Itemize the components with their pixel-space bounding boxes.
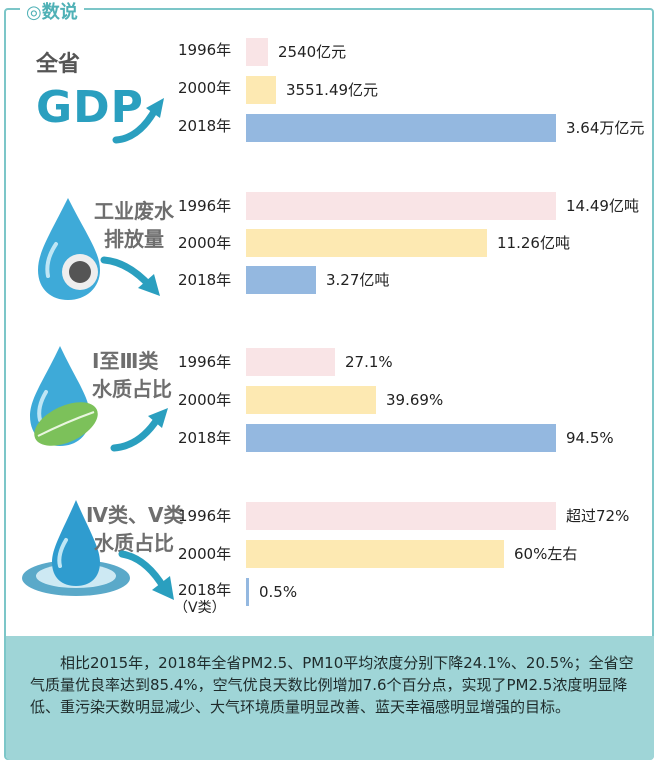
arrow-icon <box>100 256 160 296</box>
year-label: 2018年 <box>178 429 232 447</box>
chart-wastewater: 工业废水 排放量 1996年 2000年 2018年 14.49亿吨 11.26亿… <box>6 186 654 306</box>
chart-title-line1: 全省 <box>36 52 81 77</box>
year-label: 2000年 <box>178 545 232 563</box>
chart-bar <box>246 424 556 452</box>
chart-bar <box>246 192 556 220</box>
year-label: 2000年 <box>178 391 232 409</box>
chart-bar <box>246 229 487 257</box>
bar-value-label: 3551.49亿元 <box>286 81 379 99</box>
summary-text: 相比2015年，2018年全省PM2.5、PM10平均浓度分别下降24.1%、2… <box>30 654 634 716</box>
bar-value-label: 2540亿元 <box>278 43 347 61</box>
chart-title-line2: 排放量 <box>104 227 164 251</box>
chart-gdp: 全省 GDP 1996年 2000年 2018年 2540亿元 3551.49亿元… <box>6 30 654 170</box>
bar-value-label: 超过72% <box>566 507 630 525</box>
water-drop-gear-icon <box>38 198 100 300</box>
water-drop-leaf-icon <box>30 346 98 446</box>
chart-title-line2: GDP <box>36 82 144 133</box>
year-label: 2018年 <box>178 581 232 599</box>
chart-bar <box>246 386 376 414</box>
chart-bar <box>246 578 249 606</box>
year-label: 1996年 <box>178 197 232 215</box>
header: ◎数说 <box>20 0 84 23</box>
chart-bar <box>246 348 335 376</box>
chart-title-line1: Ⅰ至Ⅲ类 <box>92 349 159 373</box>
year-label: 1996年 <box>178 353 232 371</box>
chart-bar <box>246 502 556 530</box>
year-label: 2000年 <box>178 79 232 97</box>
year-label: 2018年 <box>178 271 232 289</box>
chart-bar <box>246 540 504 568</box>
chart-bar <box>246 76 276 104</box>
bar-value-label: 11.26亿吨 <box>497 234 570 252</box>
year-note: （Ⅴ类） <box>174 600 226 616</box>
header-title: ◎数说 <box>26 2 78 23</box>
arrow-icon <box>110 408 168 452</box>
chart-water-grade-4-5: Ⅳ类、Ⅴ类 水质占比 1996年 2000年 2018年 （Ⅴ类） 超过72% 6… <box>6 496 654 626</box>
year-label: 2018年 <box>178 117 232 135</box>
bar-value-label: 60%左右 <box>514 545 578 563</box>
chart-title-line1: 工业废水 <box>94 199 174 223</box>
bar-value-label: 39.69% <box>386 391 444 409</box>
chart-bar <box>246 114 556 142</box>
year-label: 1996年 <box>178 507 232 525</box>
bar-value-label: 27.1% <box>345 353 393 371</box>
chart-title-line1: Ⅳ类、Ⅴ类 <box>86 503 184 527</box>
bar-value-label: 14.49亿吨 <box>566 197 639 215</box>
bar-value-label: 3.27亿吨 <box>326 271 390 289</box>
arrow-icon <box>118 550 174 600</box>
water-drop-splash-icon <box>22 500 130 596</box>
chart-bar <box>246 266 316 294</box>
summary-note: 相比2015年，2018年全省PM2.5、PM10平均浓度分别下降24.1%、2… <box>6 636 654 760</box>
chart-bar <box>246 38 268 66</box>
bar-value-label: 0.5% <box>259 583 298 601</box>
year-label: 1996年 <box>178 41 232 59</box>
chart-title-line2: 水质占比 <box>94 531 174 555</box>
year-label: 2000年 <box>178 234 232 252</box>
bar-value-label: 3.64万亿元 <box>566 119 645 137</box>
bar-value-label: 94.5% <box>566 429 614 447</box>
chart-water-grade-1-3: Ⅰ至Ⅲ类 水质占比 1996年 2000年 2018年 27.1% 39.69% 9… <box>6 342 654 462</box>
arrow-icon <box>112 98 164 144</box>
chart-title-line2: 水质占比 <box>92 377 172 401</box>
